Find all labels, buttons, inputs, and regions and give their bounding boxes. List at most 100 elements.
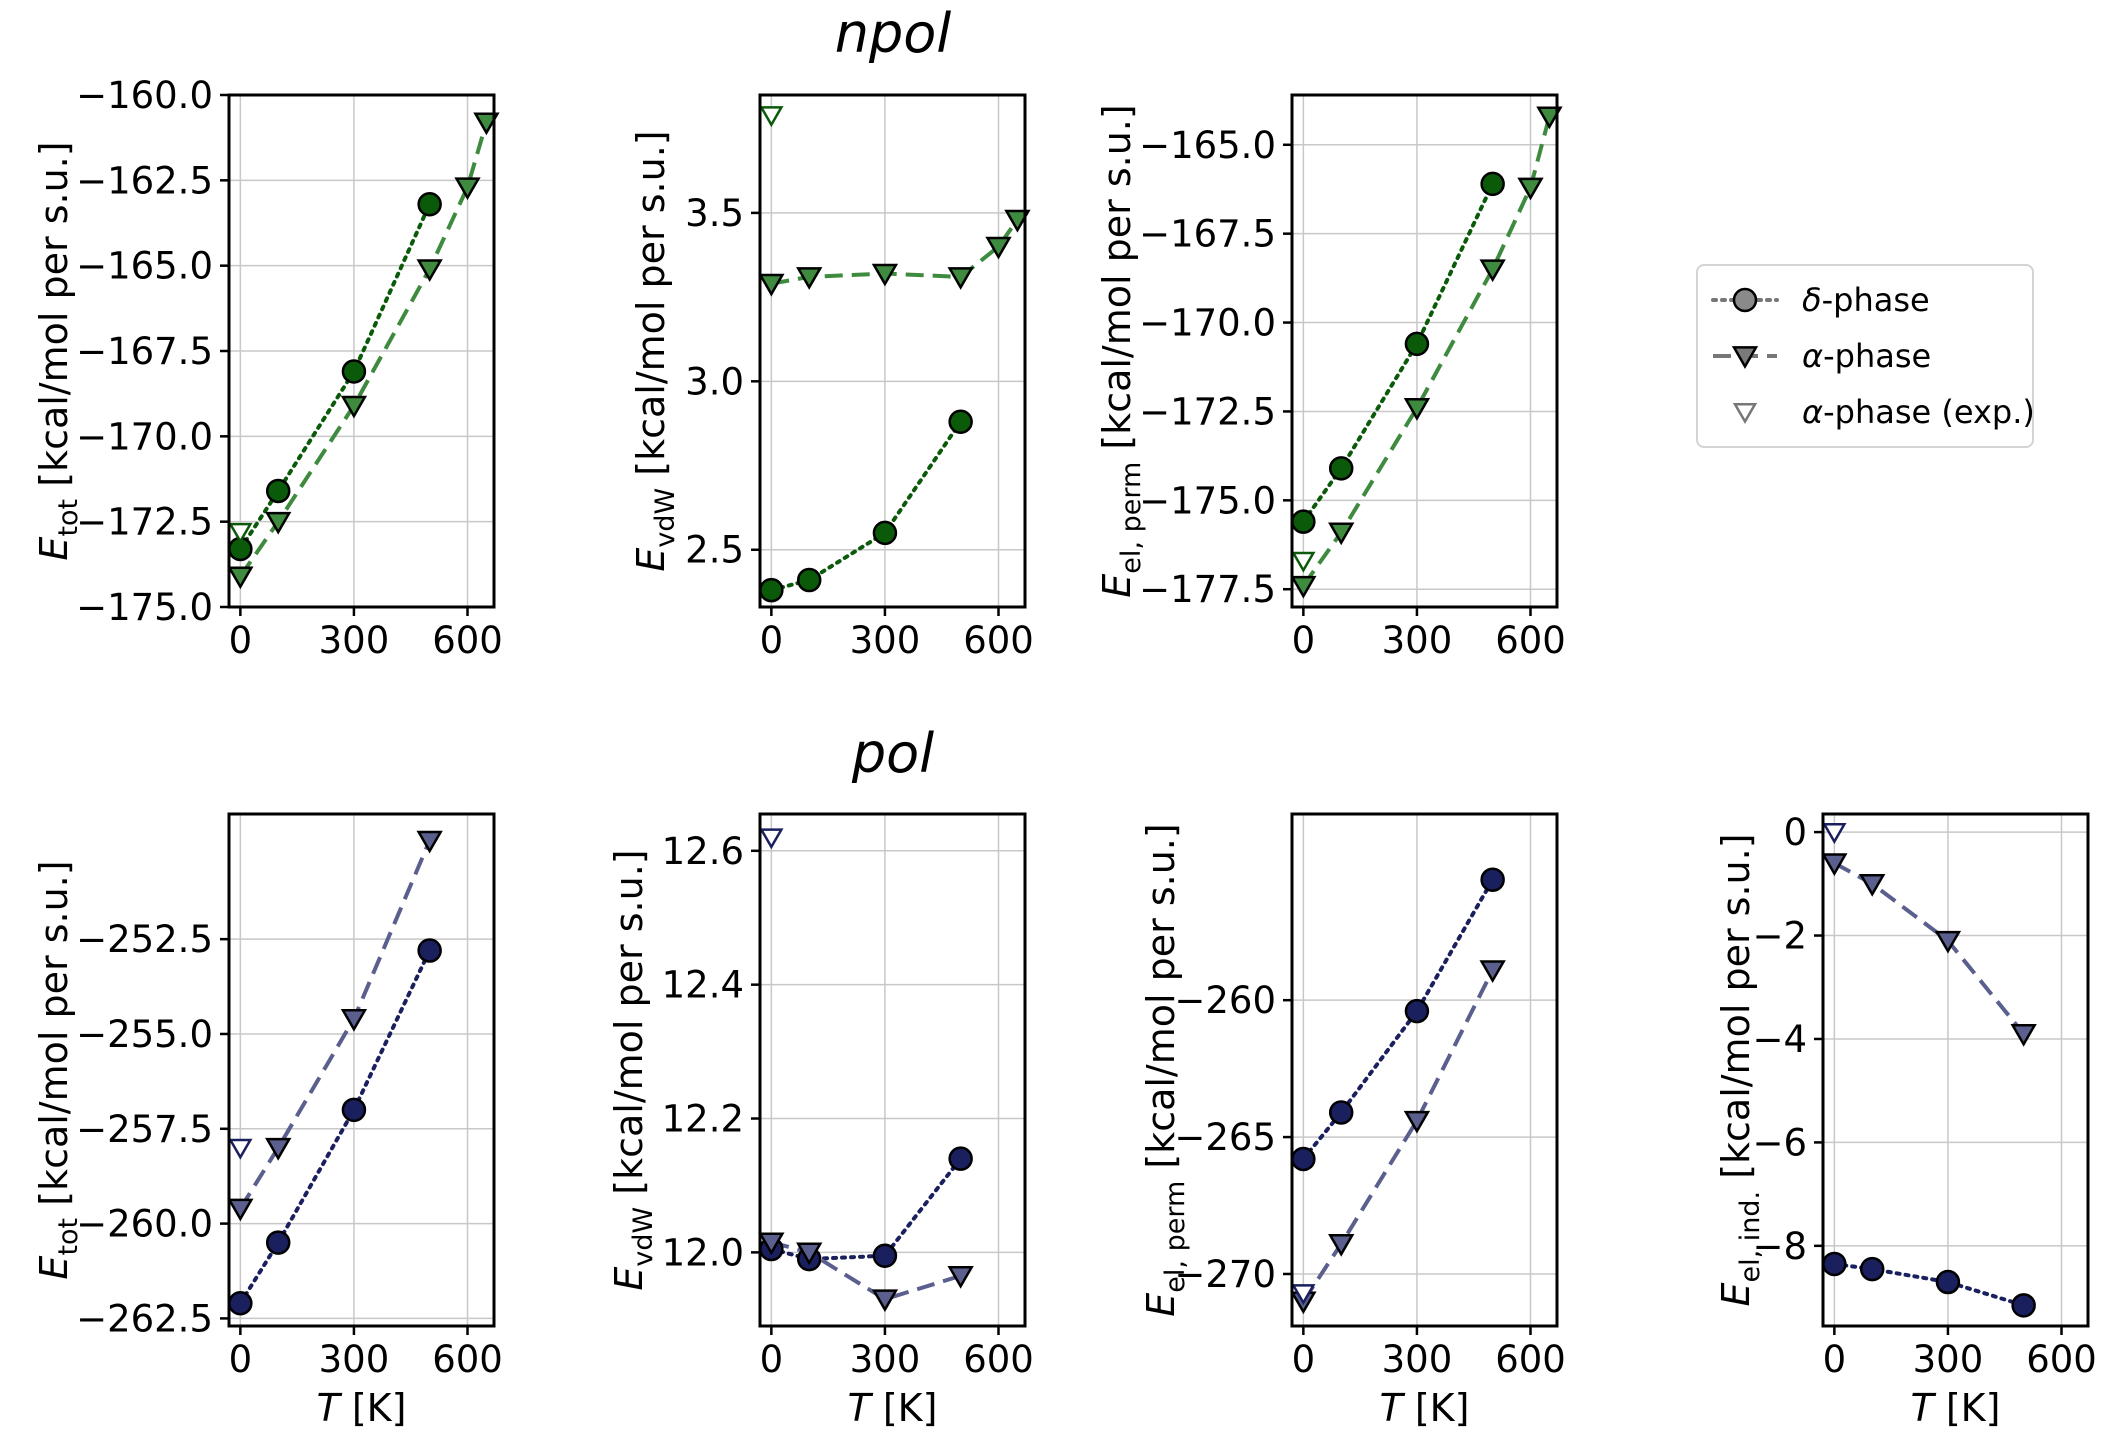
y-tick-label: −167.5 (76, 330, 213, 373)
y-tick-label: −4 (1752, 1018, 1807, 1061)
x-axis-label-unit: [K] (1403, 1386, 1470, 1430)
y-tick-label: −265 (1174, 1116, 1276, 1159)
data-point-alpha (758, 1232, 785, 1256)
y-tick-label: 12.0 (662, 1231, 744, 1274)
y-tick-label: −175.0 (76, 586, 213, 629)
x-axis-label: T [K] (317, 1386, 407, 1430)
data-point-exp (759, 828, 784, 850)
data-point-delta (948, 1146, 973, 1171)
x-tick-label: 600 (432, 1338, 503, 1381)
y-tick-label: 12.6 (662, 830, 744, 873)
data-point-exp (228, 522, 253, 544)
title-npol: npol (835, 2, 952, 65)
plot-frame (1821, 812, 2090, 1328)
data-point-alpha (1517, 177, 1544, 201)
series-line-delta (1301, 877, 1495, 1161)
legend-label-suffix: -phase (1823, 337, 1931, 375)
data-point-delta (796, 567, 822, 593)
plot-frame (758, 812, 1027, 1328)
y-tick-label: 12.2 (662, 1098, 744, 1141)
data-point-alpha (416, 830, 443, 854)
data-point-delta (1822, 1251, 1847, 1277)
data-point-delta (265, 478, 291, 504)
y-axis-label-subscript: tot (53, 1218, 84, 1256)
x-tick-label: 600 (2026, 1338, 2097, 1381)
y-axis-label-unit: [kcal/mol per s.u.] (629, 130, 673, 487)
data-point-delta (872, 1243, 898, 1268)
data-point-alpha (758, 273, 785, 297)
series-line-alpha (1301, 969, 1495, 1303)
y-tick-label: 2.5 (685, 529, 744, 572)
y-tick-label: 0 (1783, 811, 1807, 854)
series-line-alpha (1301, 115, 1552, 587)
y-tick-label: −262.5 (76, 1297, 213, 1340)
y-tick-label: 3.0 (685, 360, 744, 403)
legend-marker-exp (1732, 402, 1758, 424)
subplots: 0 300 600 −175.0 −172.5 −170.0 −167.5 −165.0 −16… (32, 74, 2097, 1430)
data-point-alpha (1536, 106, 1563, 130)
data-point-alpha (2010, 1023, 2037, 1047)
plot-frame (1290, 812, 1559, 1328)
legend-label-delta: δ-phase (1802, 281, 1930, 319)
y-axis-label-symbol: E (1139, 1293, 1183, 1317)
y-tick-label: −260.0 (76, 1203, 213, 1246)
y-axis-label: EvdW [kcal/mol per s.u.] (607, 849, 659, 1290)
x-axis-label: T [K] (1380, 1386, 1470, 1430)
subplot-7: 0 300 600 −8 −6 −4 −2 0 Eel, ind. [kcal/mol per … (1714, 811, 2097, 1430)
y-axis-label-subscript: el, perm (1116, 462, 1147, 574)
x-axis-label-unit: [K] (871, 1386, 938, 1430)
data-point-delta (759, 577, 784, 603)
x-axis-label-symbol: T (1911, 1386, 1937, 1430)
y-axis-label-subscript: tot (53, 499, 84, 537)
y-axis-label: Etot [kcal/mol per s.u.] (32, 141, 84, 560)
legend-label-suffix: -phase (1822, 281, 1930, 319)
data-point-alpha (796, 267, 823, 290)
y-tick-label: 12.4 (662, 964, 744, 1007)
y-tick-label: −257.5 (76, 1108, 213, 1151)
x-tick-label: 600 (1495, 1338, 1566, 1381)
y-axis-label: Eel, perm [kcal/mol per s.u.] (1095, 104, 1147, 597)
y-axis-label-subscript: el, perm (1160, 1181, 1191, 1293)
y-tick-label: −270 (1174, 1253, 1276, 1296)
x-tick-label: 0 (760, 619, 784, 662)
x-tick-label: 300 (1382, 1338, 1453, 1381)
subplot-3: 0 300 600 −177.5 −175.0 −172.5 −170.0 −167.5 −16… (1095, 93, 1566, 662)
series-line-delta (769, 419, 963, 593)
x-tick-label: 0 (229, 1338, 253, 1381)
y-axis-label-symbol: E (32, 1256, 76, 1280)
data-point-delta (1291, 509, 1316, 534)
series-line-delta (238, 202, 432, 551)
series-line-delta (1832, 1261, 2026, 1308)
data-point-delta (417, 938, 442, 963)
x-axis-label-symbol: T (1380, 1386, 1406, 1430)
data-point-exp (759, 106, 784, 128)
x-axis-label: T [K] (1911, 1386, 2001, 1430)
data-point-alpha (340, 395, 368, 419)
legend-label-exp: α-phase (exp.) (1802, 393, 2035, 431)
data-point-alpha (1290, 575, 1317, 599)
y-axis-label-unit: [kcal/mol per s.u.] (1714, 833, 1758, 1190)
legend-marker-delta (1732, 287, 1758, 313)
data-point-delta (265, 1230, 291, 1255)
x-axis-label-unit: [K] (340, 1386, 407, 1430)
x-tick-label: 600 (963, 619, 1034, 662)
y-axis-label-unit: [kcal/mol per s.u.] (32, 860, 76, 1217)
data-point-alpha (265, 1137, 292, 1161)
y-axis-label-symbol: E (629, 548, 673, 572)
data-point-delta (1328, 1100, 1354, 1125)
legend-label-greek: α (1802, 337, 1823, 375)
legend-label-greek: δ (1802, 281, 1822, 319)
data-point-delta (872, 520, 898, 546)
data-point-alpha (1328, 1234, 1355, 1257)
y-axis-label-subscript: vdW (628, 1207, 659, 1267)
data-point-alpha (947, 267, 974, 290)
data-point-alpha (1821, 853, 1848, 877)
data-point-alpha (454, 177, 481, 201)
plot-frame (227, 812, 496, 1328)
data-point-alpha (340, 1008, 368, 1032)
data-point-exp (1291, 1284, 1316, 1306)
y-tick-label: −172.5 (1139, 390, 1276, 433)
